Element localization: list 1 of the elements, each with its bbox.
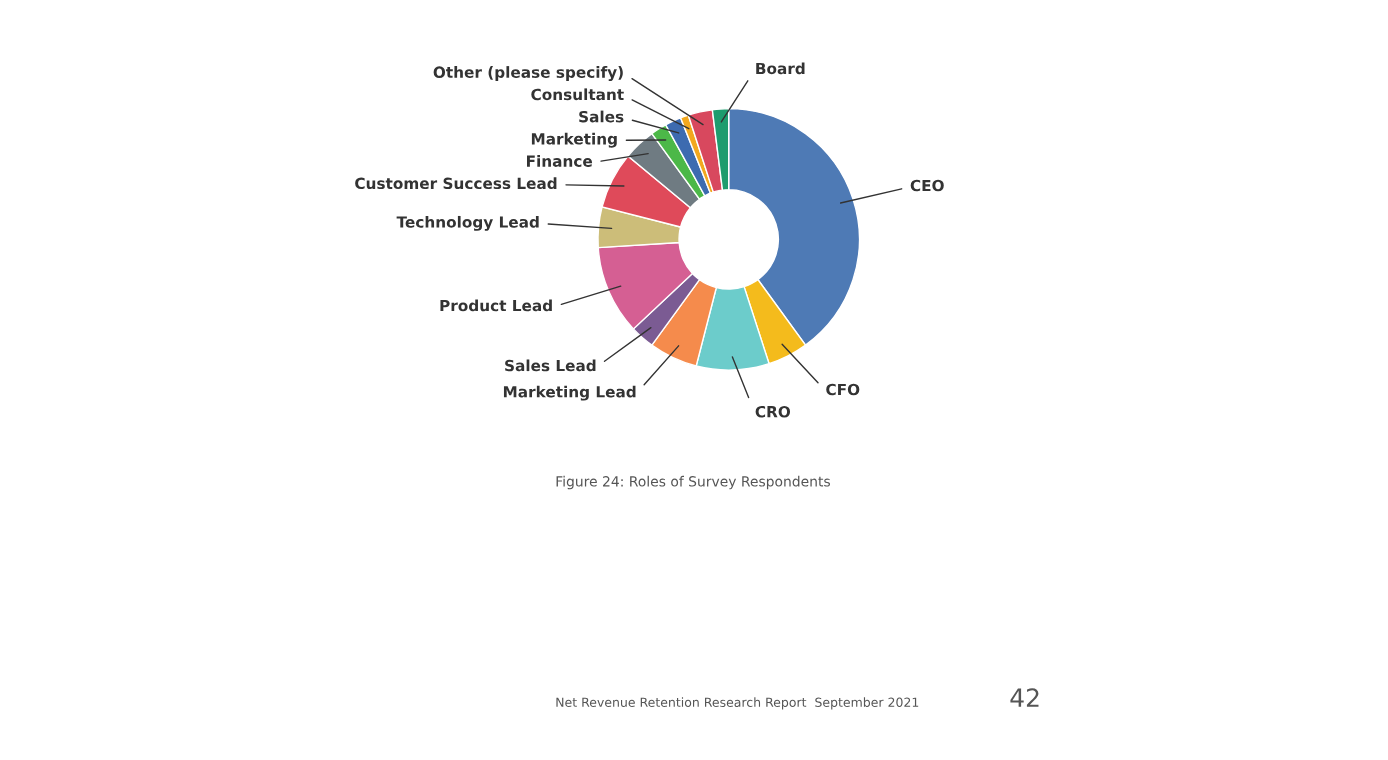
text: 42 (1010, 688, 1039, 707)
